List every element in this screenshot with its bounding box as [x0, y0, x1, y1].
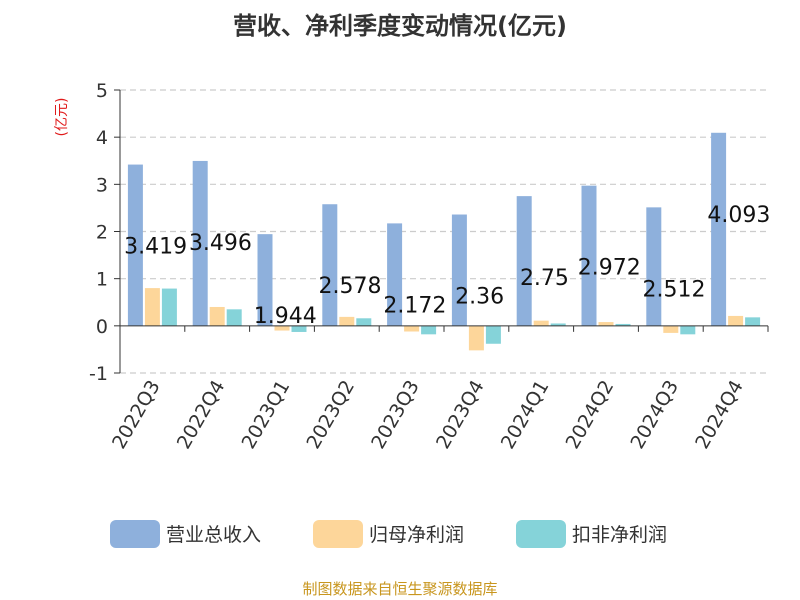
bar	[728, 315, 744, 326]
bar	[451, 214, 467, 326]
bar	[144, 288, 160, 326]
chart-title: 营收、净利季度变动情况(亿元)	[233, 12, 567, 40]
x-tick-label: 2024Q3	[626, 377, 683, 453]
bar	[646, 207, 662, 326]
bar	[322, 204, 338, 326]
y-tick-label: 2	[96, 222, 108, 244]
x-tick-label: 2024Q1	[497, 377, 554, 453]
bar	[339, 316, 355, 326]
legend: 营业总收入 归母净利润 扣非净利润	[110, 520, 667, 548]
bar	[598, 322, 614, 326]
data-label: 2.75	[520, 266, 569, 291]
x-tick-label: 2024Q2	[562, 377, 619, 453]
y-tick-label: 4	[96, 127, 108, 149]
data-label: 2.972	[578, 256, 641, 281]
data-label: 2.512	[643, 277, 706, 302]
bar	[663, 325, 679, 333]
x-tick-label: 2022Q3	[108, 377, 165, 453]
legend-label: 扣非净利润	[572, 524, 667, 546]
bar	[516, 196, 532, 326]
data-label: 2.36	[455, 285, 504, 310]
bar	[274, 325, 290, 331]
bar	[387, 223, 403, 326]
x-tick-label: 2022Q4	[173, 377, 230, 453]
y-axis-unit-label: (亿元)	[54, 98, 70, 137]
bar	[161, 288, 177, 326]
bar	[209, 306, 225, 326]
source-note: 制图数据来自恒生聚源数据库	[302, 580, 497, 598]
legend-label: 归母净利润	[369, 524, 464, 546]
y-tick-label: 3	[96, 174, 108, 196]
bar	[421, 325, 437, 335]
bar	[533, 320, 549, 326]
data-label: 3.419	[124, 235, 187, 260]
bar	[615, 323, 631, 326]
x-tick-label: 2023Q3	[367, 377, 424, 453]
bar	[192, 160, 208, 326]
y-tick-label: -1	[89, 363, 108, 385]
bars	[127, 132, 761, 351]
x-tick-label: 2024Q4	[691, 377, 748, 453]
bar	[711, 132, 727, 326]
bar	[127, 164, 143, 326]
bar	[581, 185, 597, 326]
y-tick-label: 5	[96, 80, 108, 102]
y-tick-label: 0	[96, 316, 108, 338]
bar	[404, 325, 420, 332]
bar	[257, 234, 273, 326]
x-tick-label: 2023Q1	[238, 377, 295, 453]
data-label: 3.496	[189, 231, 252, 256]
y-tick-label: 1	[96, 269, 108, 291]
data-label: 4.093	[707, 203, 770, 228]
data-label: 1.944	[254, 304, 317, 329]
bar	[356, 318, 372, 326]
x-tick-label: 2023Q2	[302, 377, 359, 453]
x-tick-label: 2023Q4	[432, 377, 489, 453]
legend-swatch	[516, 520, 566, 548]
data-label: 2.172	[383, 293, 446, 318]
bar	[226, 309, 242, 326]
bar	[745, 317, 761, 326]
bar	[680, 325, 696, 335]
data-label: 2.578	[319, 274, 382, 299]
bar	[550, 323, 566, 326]
legend-swatch	[110, 520, 160, 548]
bar	[485, 325, 501, 344]
legend-label: 营业总收入	[166, 524, 261, 546]
legend-swatch	[313, 520, 363, 548]
bar	[291, 325, 307, 332]
bar	[468, 325, 484, 351]
